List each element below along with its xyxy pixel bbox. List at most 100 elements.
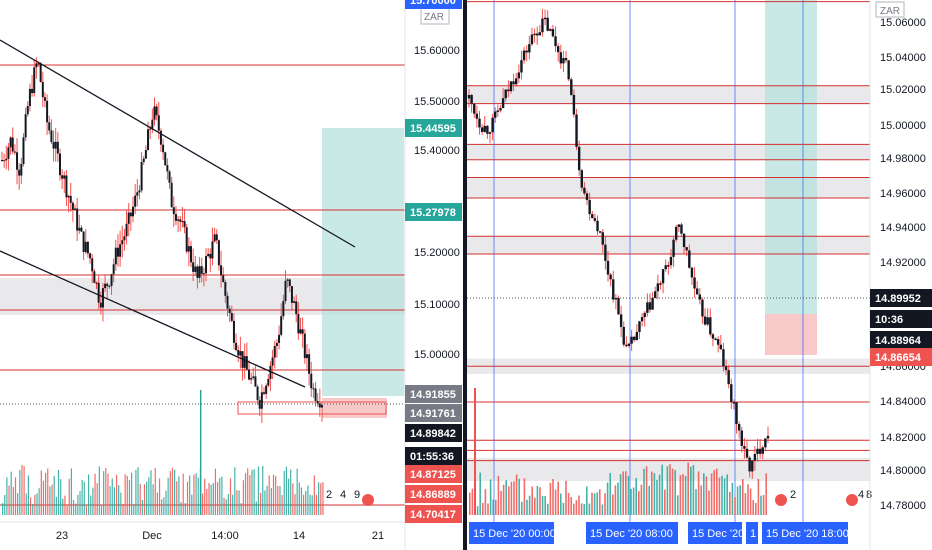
right-candle-body[interactable] — [669, 256, 673, 266]
left-candle-body[interactable] — [194, 266, 197, 272]
left-candle-body[interactable] — [179, 219, 182, 222]
right-candle-body[interactable] — [593, 218, 597, 221]
right-candle-body[interactable] — [724, 366, 728, 371]
right-candle-body[interactable] — [664, 265, 667, 270]
left-candle-body[interactable] — [155, 106, 158, 116]
left-candle-body[interactable] — [84, 241, 87, 252]
left-candle-body[interactable] — [121, 240, 124, 245]
right-candle-body[interactable] — [667, 265, 670, 267]
right-candle-body[interactable] — [546, 17, 549, 31]
right-candle-body[interactable] — [619, 314, 623, 327]
left-candle-body[interactable] — [196, 266, 199, 278]
right-candle-body[interactable] — [661, 269, 665, 284]
right-candle-body[interactable] — [520, 60, 523, 73]
right-candle-body[interactable] — [567, 60, 570, 80]
left-candle-body[interactable] — [308, 354, 311, 374]
right-candle-body[interactable] — [682, 233, 686, 248]
right-candle-body[interactable] — [614, 297, 618, 300]
right-candle-body[interactable] — [761, 447, 764, 454]
left-candle-body[interactable] — [273, 346, 276, 358]
right-candle-body[interactable] — [494, 111, 497, 118]
left-candle-body[interactable] — [16, 152, 19, 170]
left-candle-body[interactable] — [69, 195, 72, 203]
right-candle-body[interactable] — [685, 247, 688, 251]
right-candle-body[interactable] — [496, 110, 500, 112]
left-candle-body[interactable] — [28, 88, 31, 107]
left-candle-body[interactable] — [54, 141, 57, 149]
left-candle-body[interactable] — [278, 334, 281, 343]
left-candle-body[interactable] — [22, 137, 25, 165]
left-candle-body[interactable] — [232, 320, 235, 343]
right-candle-body[interactable] — [709, 317, 712, 335]
right-candle-body[interactable] — [675, 226, 678, 240]
right-candle-body[interactable] — [575, 114, 578, 147]
left-candle-body[interactable] — [7, 147, 10, 159]
left-candle-body[interactable] — [282, 301, 285, 317]
left-candle-body[interactable] — [149, 128, 152, 130]
left-candle-body[interactable] — [258, 400, 261, 409]
left-candle-body[interactable] — [235, 342, 238, 350]
right-time-tag[interactable] — [586, 522, 678, 544]
right-candle-body[interactable] — [499, 108, 502, 111]
right-candle-body[interactable] — [473, 103, 476, 114]
left-candle-body[interactable] — [35, 63, 38, 68]
left-lower-trendline[interactable] — [0, 250, 306, 388]
left-candle-body[interactable] — [269, 365, 272, 379]
left-candle-body[interactable] — [20, 164, 23, 176]
right-candle-body[interactable] — [480, 127, 484, 132]
right-candle-body[interactable] — [488, 132, 492, 134]
left-candle-body[interactable] — [76, 208, 79, 231]
right-candle-body[interactable] — [577, 146, 581, 171]
right-candle-body[interactable] — [606, 260, 610, 275]
left-candle-body[interactable] — [243, 356, 246, 368]
left-candle-body[interactable] — [207, 253, 210, 257]
right-candle-body[interactable] — [572, 94, 576, 115]
left-candle-body[interactable] — [142, 158, 145, 163]
left-candle-body[interactable] — [275, 342, 278, 347]
left-price-tag[interactable] — [405, 119, 462, 137]
left-candle-body[interactable] — [256, 386, 259, 401]
left-candle-body[interactable] — [222, 275, 225, 283]
right-candle-body[interactable] — [633, 336, 636, 341]
left-price-tag[interactable] — [405, 404, 462, 422]
right-candle-body[interactable] — [530, 34, 534, 45]
left-candle-body[interactable] — [209, 253, 212, 259]
left-event-badge[interactable]: 2 — [326, 489, 332, 501]
right-candle-body[interactable] — [751, 460, 754, 472]
right-candle-body[interactable] — [714, 338, 717, 341]
left-candle-body[interactable] — [220, 265, 223, 276]
right-candle-body[interactable] — [680, 224, 683, 234]
left-candle-body[interactable] — [157, 115, 160, 131]
left-candle-body[interactable] — [116, 247, 119, 257]
right-candle-body[interactable] — [478, 118, 481, 128]
left-candle-body[interactable] — [177, 219, 180, 221]
left-candle-body[interactable] — [226, 295, 229, 309]
right-event-badge[interactable]: 4 — [858, 489, 864, 501]
left-candle-body[interactable] — [237, 349, 240, 356]
right-candle-body[interactable] — [635, 331, 639, 341]
left-candle-body[interactable] — [95, 282, 98, 284]
right-candle-body[interactable] — [740, 430, 743, 446]
right-candle-body[interactable] — [564, 58, 568, 61]
left-candle-body[interactable] — [46, 100, 49, 123]
left-candle-body[interactable] — [200, 266, 203, 274]
right-candle-body[interactable] — [701, 299, 704, 317]
right-candle-body[interactable] — [515, 78, 518, 85]
right-price-tag[interactable] — [870, 331, 932, 349]
flag-icon[interactable] — [846, 494, 858, 506]
right-candle-body[interactable] — [501, 98, 505, 109]
right-candle-body[interactable] — [732, 402, 736, 404]
left-price-tag[interactable] — [405, 485, 462, 503]
right-candle-body[interactable] — [470, 94, 473, 104]
flag-icon[interactable] — [775, 494, 787, 506]
left-candle-body[interactable] — [132, 206, 135, 217]
right-candle-body[interactable] — [690, 267, 694, 278]
left-event-badge[interactable]: 9 — [354, 489, 360, 501]
right-time-tag[interactable] — [746, 522, 758, 544]
right-candle-body[interactable] — [467, 94, 471, 99]
right-candle-body[interactable] — [556, 46, 560, 53]
left-price-tag[interactable] — [405, 505, 462, 523]
right-candle-body[interactable] — [612, 279, 615, 300]
left-candle-body[interactable] — [217, 240, 220, 266]
